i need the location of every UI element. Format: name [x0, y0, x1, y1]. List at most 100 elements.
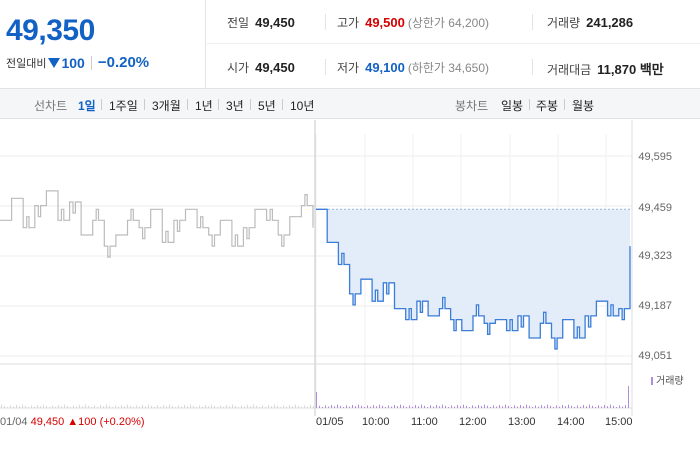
volume-bar [616, 407, 617, 408]
volume-bar [523, 406, 524, 408]
volume-bar [82, 406, 83, 408]
volume-bar [445, 405, 446, 408]
volume-bar [28, 407, 29, 408]
tab-3y[interactable]: 3년 [226, 99, 244, 113]
volume-bar [124, 406, 125, 408]
volume-bar [406, 407, 407, 408]
volume-bar [160, 406, 161, 408]
volume-bar [469, 407, 470, 408]
volume-bar [316, 392, 317, 408]
volume-bar [202, 406, 203, 408]
volume-bar [154, 407, 155, 408]
candle-chart-label: 봉차트 [455, 99, 489, 113]
tab-weekly[interactable]: 주봉 [536, 99, 559, 113]
volume-bar [565, 406, 566, 408]
volume-bar [61, 406, 62, 408]
volume-bar [436, 405, 437, 408]
volume-legend-label: 거래량 [656, 376, 684, 387]
change-label: 전일대비 [6, 57, 47, 70]
volume-bar [214, 405, 215, 408]
volume-bar [148, 404, 149, 408]
stat-high: 고가 49,500 (상한가 64,200) [337, 14, 489, 31]
volume-bar [358, 404, 359, 408]
prev-day-date: 01/04 [0, 416, 28, 428]
volume-bar [94, 405, 95, 408]
divider [144, 99, 145, 110]
volume-bar [463, 404, 464, 408]
divider [250, 99, 251, 110]
volume-bar [127, 404, 128, 408]
volume-bar [142, 405, 143, 408]
stats-row-1: 전일 49,450 고가 49,500 (상한가 64,200) 거래량 241,286 [207, 0, 700, 44]
volume-bar [91, 407, 92, 408]
volume-bar [430, 405, 431, 408]
stat-value: 49,100 [365, 60, 405, 75]
volume-bar [304, 405, 305, 408]
volume-bar [10, 405, 11, 408]
tab-5y[interactable]: 5년 [258, 99, 276, 113]
volume-bar [385, 407, 386, 408]
price-chart[interactable]: 49,595 49,459 49,323 49,187 49,051 거래량 0… [0, 120, 700, 450]
volume-bar [193, 405, 194, 408]
volume-bar [43, 404, 44, 408]
tab-3m[interactable]: 3개월 [152, 99, 181, 113]
volume-bar [442, 404, 443, 408]
tab-daily[interactable]: 일봉 [501, 99, 524, 113]
volume-bar [175, 407, 176, 408]
volume-bar [253, 404, 254, 408]
divider [532, 59, 533, 75]
upper-limit: (상한가 64,200) [407, 16, 490, 30]
tab-10y[interactable]: 10년 [290, 99, 315, 113]
volume-bar [619, 405, 620, 408]
stat-value: 241,286 [586, 15, 634, 30]
y-tick-label: 49,459 [638, 202, 672, 214]
volume-bar [25, 405, 26, 408]
volume-bar [544, 406, 545, 408]
volume-bar [460, 406, 461, 408]
volume-bar [328, 406, 329, 408]
volume-bar [238, 407, 239, 408]
volume-bar [514, 405, 515, 408]
volume-bar [610, 404, 611, 408]
stat-value: 49,450 [255, 15, 295, 30]
volume-bar [145, 406, 146, 408]
volume-bar [526, 404, 527, 408]
volume-bar [301, 407, 302, 408]
volume-bar [376, 406, 377, 408]
price-box: 49,350 전일대비 100 −0.20% [0, 0, 206, 89]
y-tick-label: 49,187 [638, 300, 672, 312]
tab-1d[interactable]: 1일 [78, 99, 96, 113]
volume-bar [40, 406, 41, 408]
volume-bar [511, 407, 512, 408]
volume-bar [268, 405, 269, 408]
volume-bar [586, 406, 587, 408]
volume-bar [70, 407, 71, 408]
volume-bar [73, 405, 74, 408]
volume-bar [277, 405, 278, 408]
volume-bar [394, 405, 395, 408]
volume-bar [226, 405, 227, 408]
volume-bar [550, 405, 551, 408]
volume-bar [178, 405, 179, 408]
volume-bar [508, 405, 509, 408]
volume-bar [331, 405, 332, 408]
volume-bar [340, 405, 341, 408]
tab-1y[interactable]: 1년 [195, 99, 213, 113]
volume-bar [613, 405, 614, 408]
volume-bar [403, 405, 404, 408]
volume-bar [289, 405, 290, 408]
volume-bar [151, 405, 152, 408]
volume-bar [211, 404, 212, 408]
volume-bar [274, 404, 275, 408]
tab-monthly[interactable]: 월봉 [572, 99, 595, 113]
volume-bar [502, 406, 503, 408]
volume-bar [487, 405, 488, 408]
volume-bar [379, 404, 380, 408]
tab-1w[interactable]: 1주일 [109, 99, 138, 113]
chart-canvas[interactable] [0, 120, 700, 450]
volume-bar [601, 406, 602, 408]
volume-bar [79, 405, 80, 408]
volume-bar [85, 404, 86, 408]
volume-bar [346, 405, 347, 408]
volume-bar [163, 405, 164, 408]
